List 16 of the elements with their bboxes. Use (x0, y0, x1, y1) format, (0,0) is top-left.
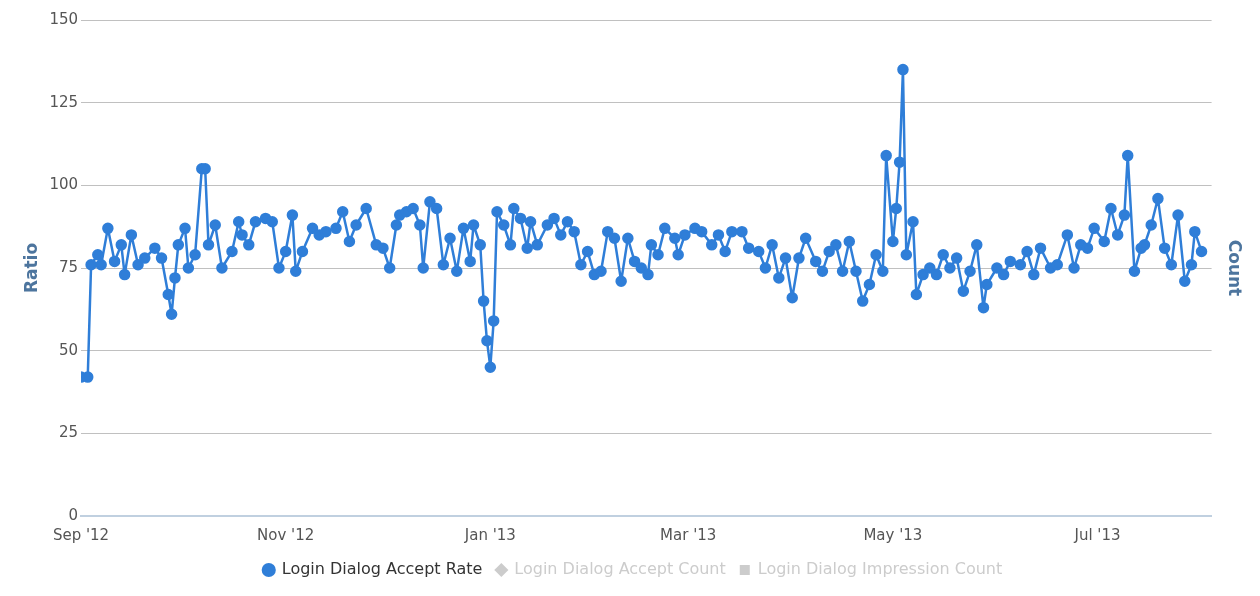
y-tick-label: 150 (49, 9, 79, 28)
x-tick-label: Mar '13 (660, 525, 717, 544)
y-tick-label: 25 (58, 423, 79, 442)
y-tick-label: 125 (49, 92, 79, 111)
x-tick-label: Jul '13 (1073, 525, 1121, 544)
x-tick-label: Jan '13 (463, 525, 516, 544)
y2-axis-title: Count (1225, 239, 1246, 297)
legend-label: Login Dialog Accept Rate (281, 559, 483, 579)
x-tick-label: Nov '12 (257, 525, 315, 544)
x-tick-label: Sep '12 (52, 525, 110, 544)
y-tick-label: 0 (68, 505, 79, 524)
y-axis-title: Ratio (20, 242, 41, 294)
y-tick-label: 75 (58, 257, 79, 276)
y-tick-label: 100 (49, 175, 79, 194)
y-tick-label: 50 (58, 340, 79, 359)
x-tick-label: May '13 (863, 525, 923, 544)
